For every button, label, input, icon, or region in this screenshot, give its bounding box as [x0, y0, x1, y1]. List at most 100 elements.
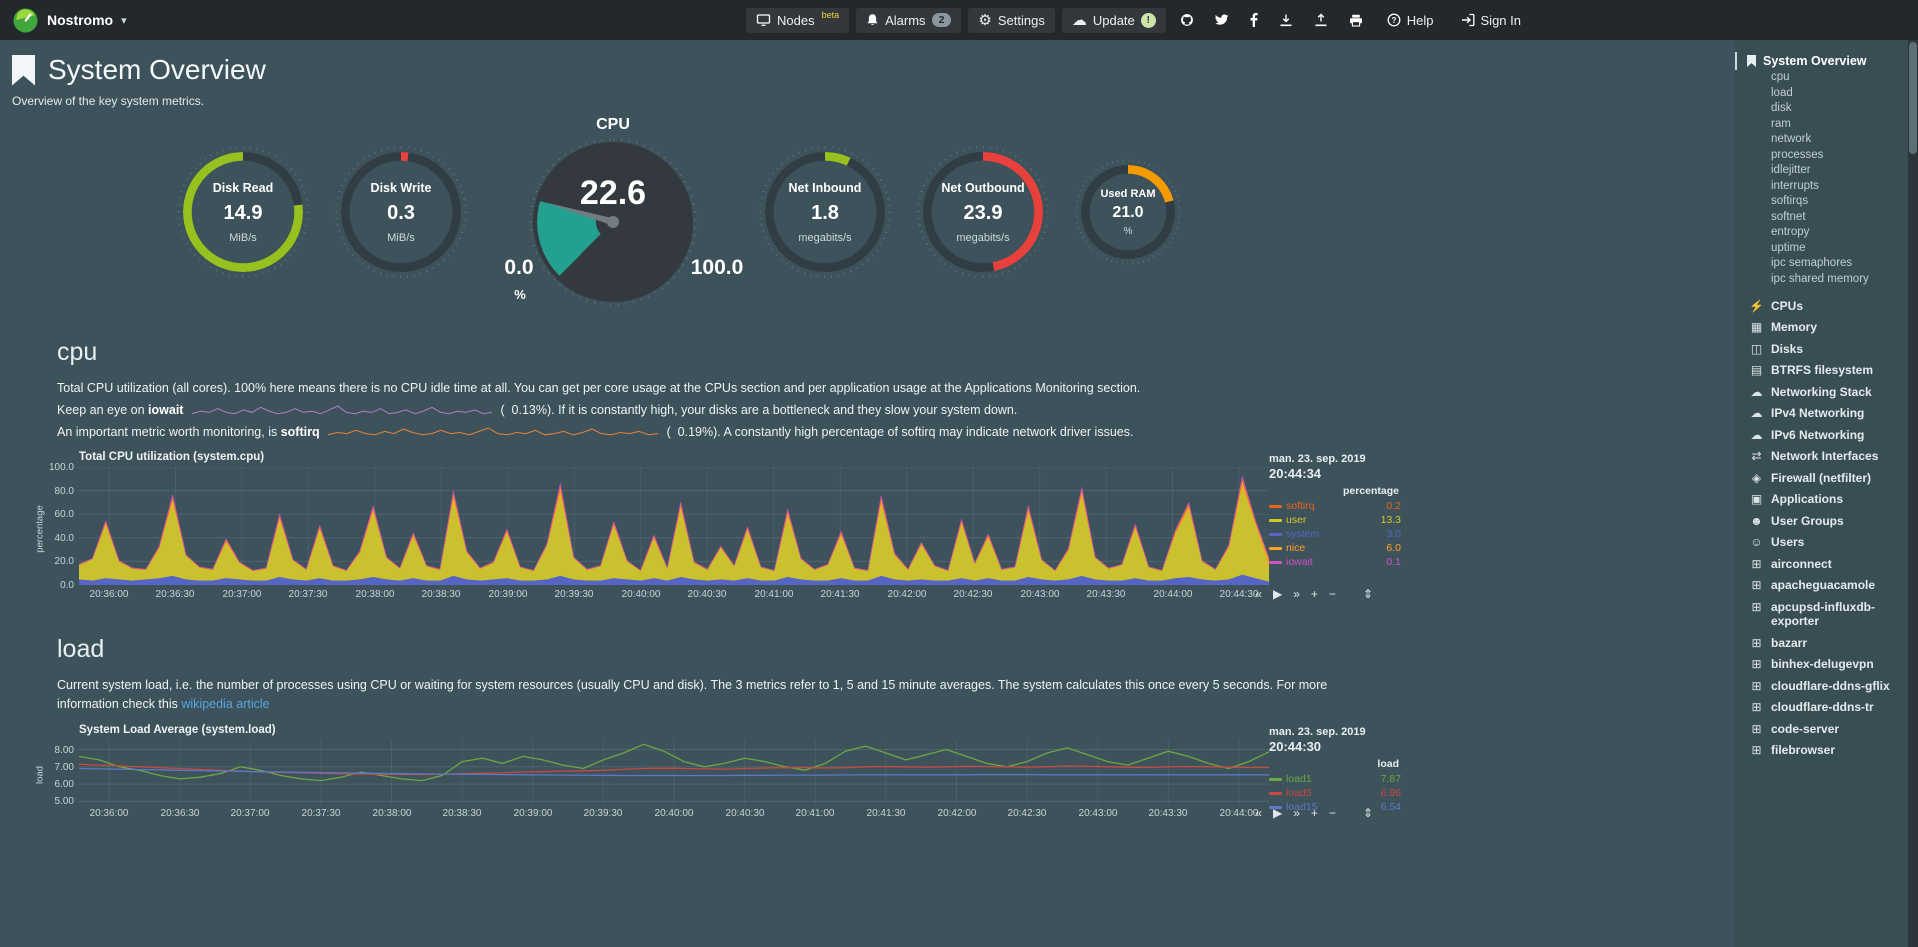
nav-settings[interactable]: ⚙ Settings — [968, 7, 1055, 33]
nav-alarms[interactable]: Alarms 2 — [856, 7, 962, 33]
sidebar-item-disk[interactable]: disk — [1771, 102, 1792, 114]
grid-icon: ⊞ — [1751, 743, 1762, 757]
legend-item-nice[interactable]: nice 6.0 — [1269, 542, 1401, 555]
legend-item-iowait[interactable]: iowait 0.1 — [1269, 556, 1401, 569]
sidebar-item-interrupts[interactable]: interrupts — [1771, 179, 1819, 192]
nav-print[interactable] — [1342, 9, 1370, 32]
sidebar-item-ipc-semaphores[interactable]: ipc semaphores — [1771, 257, 1853, 269]
sidebar-item-cpu[interactable]: cpu — [1771, 71, 1790, 83]
pan-forward-icon[interactable]: » — [1293, 587, 1300, 602]
sidebar-item-apcupsd-influxdb-exporter[interactable]: ⊞ apcupsd-influxdb-exporter — [1747, 596, 1904, 632]
resize-handle-icon[interactable]: ⇕ — [1362, 805, 1373, 820]
sidebar-item-idlejitter[interactable]: idlejitter — [1771, 164, 1811, 176]
nav-download[interactable] — [1272, 8, 1300, 32]
twitter-icon — [1214, 14, 1229, 26]
sidebar-item-networking-stack[interactable]: ☁ Networking Stack — [1747, 381, 1904, 403]
pan-forward-icon[interactable]: » — [1293, 805, 1300, 820]
sidebar-item-network-interfaces[interactable]: ⇄ Network Interfaces — [1747, 446, 1904, 468]
chart-plot-area[interactable] — [79, 467, 1269, 586]
node-selector[interactable]: Nostromo ▾ — [12, 7, 127, 34]
sidebar-item-cloudflare-ddns-tr[interactable]: ⊞ cloudflare-ddns-tr — [1747, 697, 1904, 719]
sidebar-item-processes[interactable]: processes — [1771, 148, 1824, 161]
memory-icon: ▦ — [1750, 320, 1763, 334]
sidebar-item-bazarr[interactable]: ⊞ bazarr — [1747, 632, 1904, 654]
wikipedia-link[interactable]: wikipedia article — [181, 697, 270, 711]
gear-icon: ⚙ — [978, 11, 992, 29]
x-tick-label: 20:42:30 — [1007, 807, 1047, 819]
gauge-net-inbound[interactable]: Net Inbound 1.8 megabits/s — [759, 146, 891, 278]
sidebar-item-apacheguacamole[interactable]: ⊞ apacheguacamole — [1747, 575, 1904, 597]
sidebar-item-load[interactable]: load — [1771, 86, 1793, 99]
sidebar-item-softirqs[interactable]: softirqs — [1771, 195, 1809, 207]
sidebar-item-users[interactable]: ☺ Users — [1747, 532, 1904, 554]
gauge-arc — [341, 152, 461, 272]
legend-item-load1[interactable]: load1 7.87 — [1269, 773, 1401, 786]
zoom-out-icon[interactable]: − — [1328, 805, 1336, 820]
sidebar-item-label: cloudflare-ddns-tr — [1771, 700, 1874, 714]
sidebar-item-filebrowser[interactable]: ⊞ filebrowser — [1747, 740, 1904, 762]
softirq-sparkline[interactable] — [327, 426, 659, 439]
legend-units: load — [1377, 757, 1399, 770]
legend-item-system[interactable]: system 3.0 — [1269, 528, 1401, 541]
gauge-value: 22.6 — [579, 174, 647, 212]
sidebar-item-btrfs-filesystem[interactable]: ▤ BTRFS filesystem — [1747, 360, 1904, 382]
x-tick-label: 20:36:30 — [155, 589, 195, 601]
sidebar-item-ram[interactable]: ram — [1771, 117, 1791, 130]
sidebar-item-disks[interactable]: ◫ Disks — [1747, 338, 1904, 360]
play-icon[interactable]: ▶ — [1272, 805, 1283, 820]
sidebar-item-cpus[interactable]: ⚡ CPUs — [1747, 295, 1904, 317]
nav-help[interactable]: ? Help — [1377, 8, 1444, 33]
scrollbar-thumb[interactable] — [1909, 42, 1917, 154]
pan-backward-icon[interactable]: « — [1255, 587, 1262, 602]
sidebar-item-user-groups[interactable]: ☻ User Groups — [1747, 510, 1904, 532]
sidebar-item-softnet[interactable]: softnet — [1771, 210, 1806, 223]
x-tick-label: 20:43:30 — [1148, 807, 1188, 819]
sidebar-item-system-overview[interactable]: System Overview — [1735, 52, 1904, 70]
groups-icon: ☻ — [1750, 513, 1763, 528]
sidebar-item-label: airconnect — [1771, 556, 1832, 571]
sidebar-item-applications[interactable]: ▣ Applications — [1747, 489, 1904, 511]
zoom-in-icon[interactable]: + — [1310, 805, 1318, 820]
legend-item-load15[interactable]: load15 6.54 — [1269, 801, 1401, 814]
zoom-out-icon[interactable]: − — [1328, 587, 1336, 602]
sidebar-item-binhex-delugevpn[interactable]: ⊞ binhex-delugevpn — [1747, 654, 1904, 676]
gauge-cpu[interactable]: CPU 22.6 0.0 100.0 % — [493, 116, 743, 308]
sidebar-item-airconnect[interactable]: ⊞ airconnect — [1747, 553, 1904, 575]
nav-nodes[interactable]: Nodes beta — [746, 7, 850, 33]
sidebar-item-label: Applications — [1771, 492, 1844, 506]
sidebar-item-cloudflare-ddns-gflix[interactable]: ⊞ cloudflare-ddns-gflix — [1747, 675, 1904, 697]
sidebar-item-entropy[interactable]: entropy — [1771, 226, 1810, 238]
gauge-used-ram[interactable]: Used RAM 21.0 % — [1075, 159, 1181, 265]
legend-item-user[interactable]: user 13.3 — [1269, 514, 1401, 527]
sidebar-item-ipv6-networking[interactable]: ☁ IPv6 Networking — [1747, 424, 1904, 446]
nav-signin[interactable]: Sign In — [1451, 8, 1531, 33]
x-tick-label: 20:38:00 — [372, 807, 412, 819]
nav-twitter[interactable] — [1208, 9, 1236, 31]
gauge-disk-read[interactable]: Disk Read 14.9 MiB/s — [177, 146, 309, 278]
sidebar-item-firewall-netfilter[interactable]: ◈ Firewall (netfilter) — [1747, 467, 1904, 489]
sidebar-item-ipc-shared-memory[interactable]: ipc shared memory — [1771, 272, 1869, 285]
interfaces-icon: ⇄ — [1751, 449, 1762, 463]
gauge-disk-write[interactable]: Disk Write 0.3 MiB/s — [335, 146, 467, 278]
sidebar-item-memory[interactable]: ▦ Memory — [1747, 317, 1904, 339]
iowait-sparkline[interactable] — [191, 404, 493, 417]
gauge-net-outbound[interactable]: Net Outbound 23.9 megabits/s — [917, 146, 1049, 278]
chart-plot-area[interactable] — [79, 739, 1269, 804]
legend-item-load5[interactable]: load5 6.96 — [1269, 787, 1401, 800]
play-icon[interactable]: ▶ — [1272, 587, 1283, 602]
sidebar-item-code-server[interactable]: ⊞ code-server — [1747, 718, 1904, 740]
nav-github[interactable] — [1173, 8, 1201, 32]
sidebar-item-network[interactable]: network — [1771, 133, 1812, 145]
pan-backward-icon[interactable]: « — [1255, 805, 1262, 820]
scrollbar-track[interactable] — [1908, 40, 1918, 947]
nav-update[interactable]: ☁ Update! — [1061, 7, 1166, 33]
sidebar-item-uptime[interactable]: uptime — [1771, 241, 1806, 254]
nav-facebook[interactable] — [1243, 8, 1265, 32]
sidebar-item-ipv4-networking[interactable]: ☁ IPv4 Networking — [1747, 403, 1904, 425]
resize-handle-icon[interactable]: ⇕ — [1362, 587, 1373, 602]
nav-upload[interactable] — [1307, 8, 1335, 32]
x-tick-label: 20:37:30 — [301, 807, 341, 819]
legend-item-softirq[interactable]: softirq 0.2 — [1269, 500, 1401, 513]
upload-icon — [1314, 13, 1328, 27]
zoom-in-icon[interactable]: + — [1310, 587, 1318, 602]
